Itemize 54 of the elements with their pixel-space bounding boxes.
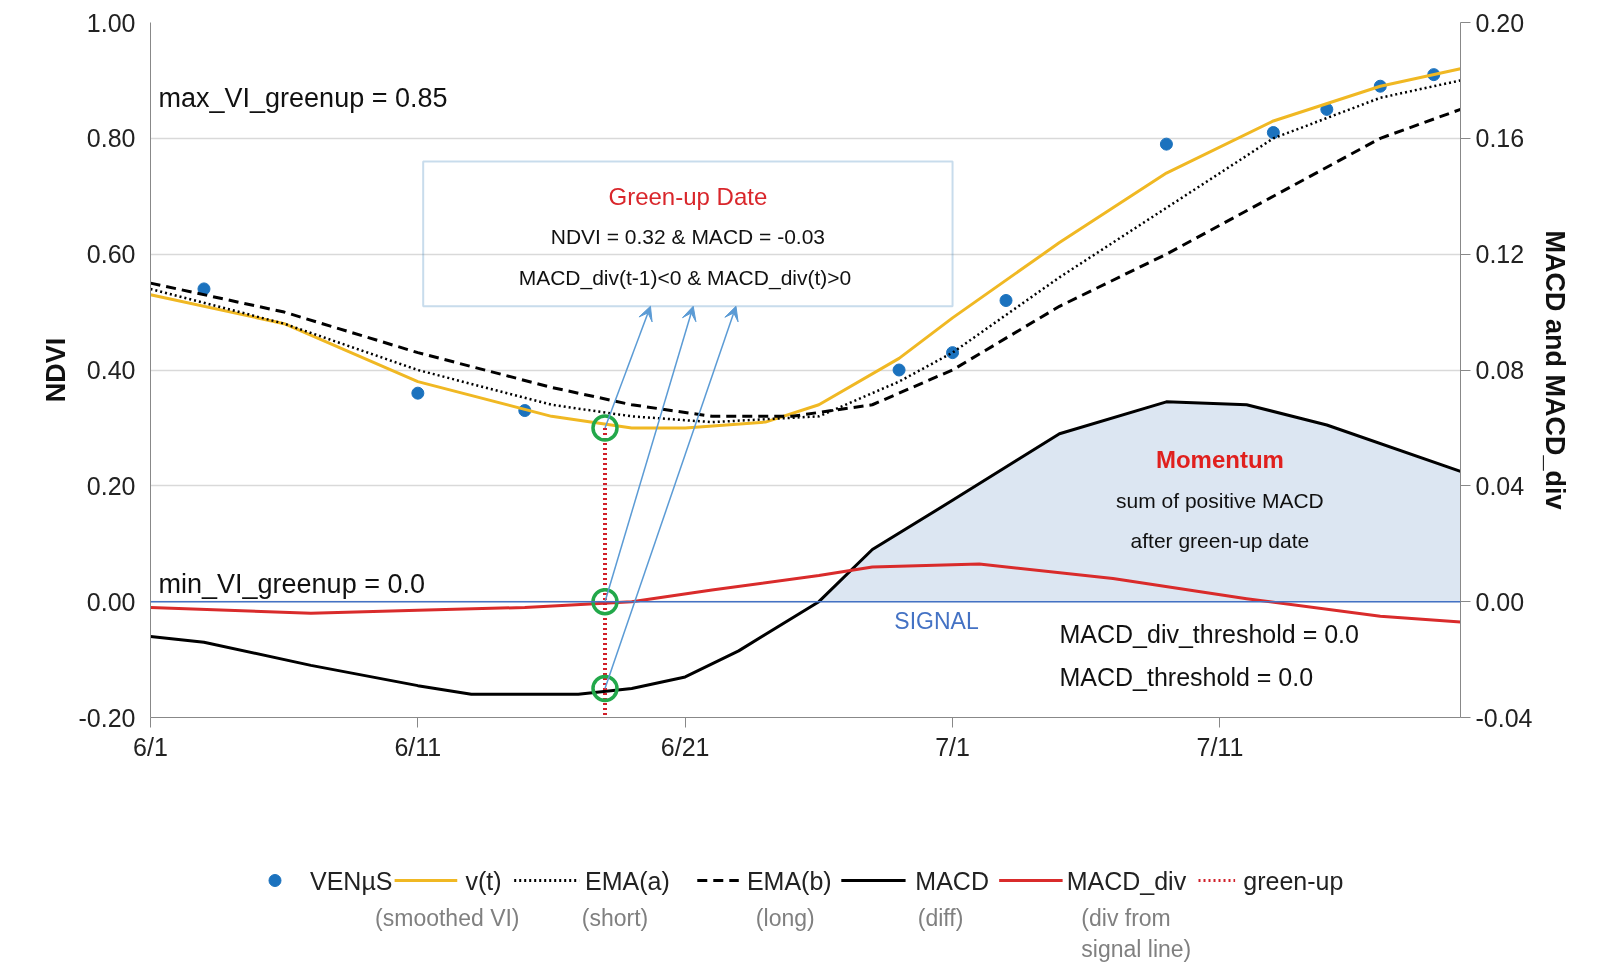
y-tick-label: 0.40 bbox=[86, 356, 136, 384]
y-tick-label: 1.00 bbox=[86, 8, 136, 37]
ref-line-label: SIGNAL bbox=[894, 607, 979, 634]
y-tick-label: 0.00 bbox=[86, 587, 136, 616]
y-tick-label: -0.20 bbox=[78, 703, 136, 732]
y2-tick-label: 0.12 bbox=[1475, 240, 1525, 269]
point bbox=[1266, 126, 1280, 140]
line-series bbox=[150, 400, 1461, 696]
y2-tick-label: 0.16 bbox=[1475, 124, 1525, 153]
legend-label: EMA(b) bbox=[746, 866, 832, 895]
point bbox=[197, 282, 211, 296]
annotation: after green-up date bbox=[1130, 529, 1310, 553]
point bbox=[591, 414, 619, 442]
annotation: MACD_threshold = 0.0 bbox=[1059, 662, 1314, 691]
annotation: MACD_div_threshold = 0.0 bbox=[1059, 619, 1359, 648]
x-tick-label: 6/11 bbox=[394, 732, 442, 761]
y-tick-label: 0.20 bbox=[86, 471, 136, 500]
annotation: max_VI_greenup = 0.85 bbox=[158, 82, 448, 113]
point bbox=[591, 587, 619, 616]
y2-tick-label: 0.08 bbox=[1475, 356, 1525, 384]
point bbox=[1159, 137, 1173, 151]
y2-tick-label: 0.20 bbox=[1475, 8, 1525, 37]
x-tick-label: 6/21 bbox=[660, 732, 710, 761]
text: (diff) bbox=[917, 904, 964, 931]
annotation: NDVI = 0.32 & MACD = -0.03 bbox=[550, 225, 826, 249]
y2-tick-label: 0.00 bbox=[1475, 587, 1525, 616]
y-tick-label: 0.80 bbox=[86, 124, 136, 153]
text: (long) bbox=[755, 904, 815, 931]
y2-axis-title: MACD and MACD_div bbox=[1540, 230, 1571, 510]
x-tick-label: 7/1 bbox=[935, 732, 970, 761]
y2-tick-label: 0.04 bbox=[1475, 471, 1525, 500]
text: (short) bbox=[581, 904, 649, 931]
point bbox=[411, 386, 425, 400]
point bbox=[591, 674, 619, 703]
annotation: min_VI_greenup = 0.0 bbox=[158, 569, 425, 600]
text: (div from signal line) bbox=[1081, 904, 1192, 962]
annotation: MACD_div(t-1)<0 & MACD_div(t)>0 bbox=[518, 265, 852, 290]
y2-tick-label: -0.04 bbox=[1475, 703, 1533, 732]
legend-label: VENµS bbox=[309, 866, 393, 895]
point bbox=[892, 363, 906, 377]
annotation: Green-up Date bbox=[608, 182, 768, 210]
annotation: sum of positive MACD bbox=[1116, 488, 1324, 512]
x-tick-label: 6/1 bbox=[133, 732, 168, 761]
text: (smoothed VI) bbox=[375, 904, 520, 931]
legend-label: EMA(a) bbox=[585, 866, 670, 895]
y-axis-title: NDVI bbox=[40, 337, 71, 403]
x-tick-label: 7/11 bbox=[1196, 732, 1244, 761]
legend-label: v(t) bbox=[465, 866, 502, 895]
legend-label: green-up bbox=[1243, 866, 1344, 895]
point bbox=[999, 294, 1013, 307]
legend-label: MACD_div bbox=[1066, 866, 1187, 895]
y-tick-label: 0.60 bbox=[86, 240, 136, 269]
annotation: Momentum bbox=[1155, 446, 1284, 474]
legend-label: MACD bbox=[915, 866, 989, 895]
